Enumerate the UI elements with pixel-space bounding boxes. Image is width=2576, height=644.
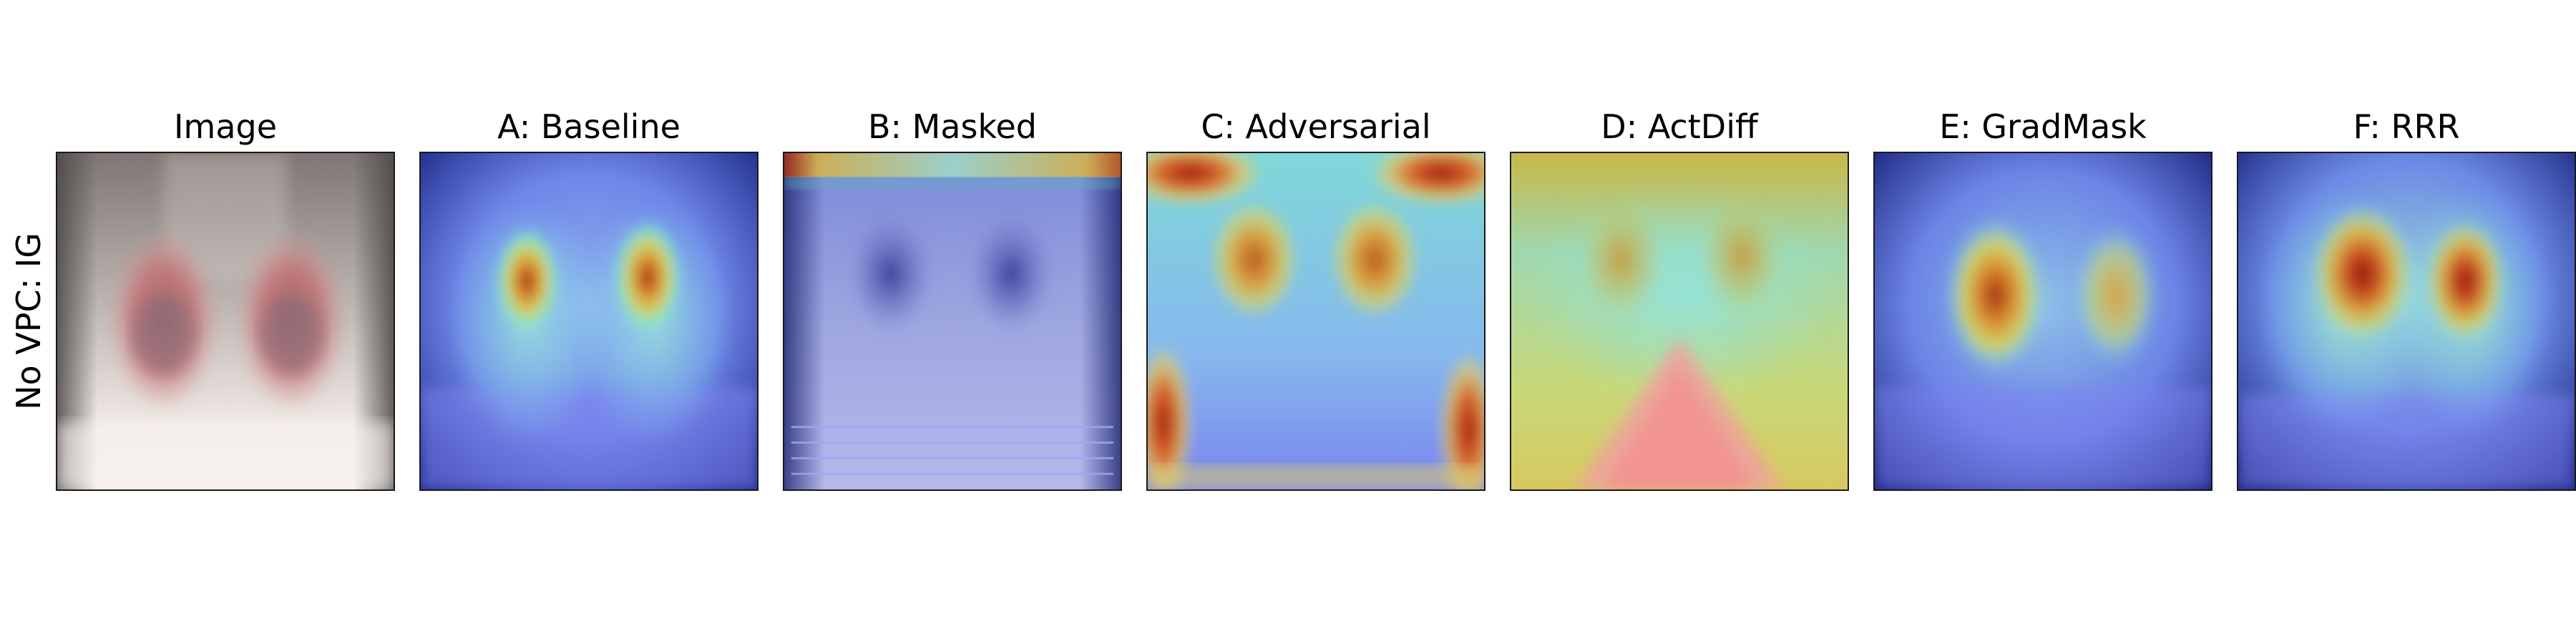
heatmap-actdiff xyxy=(1510,152,1849,491)
panel-title: Image xyxy=(173,107,278,146)
panel-title: F: RRR xyxy=(2353,107,2460,146)
panel-title: E: GradMask xyxy=(1939,107,2147,146)
panel-image: Image xyxy=(56,0,395,644)
heatmap-baseline xyxy=(419,152,758,491)
heatmap-gradmask xyxy=(1873,152,2212,491)
panel-rrr: F: RRR xyxy=(2237,0,2576,644)
panel-adversarial: C: Adversarial xyxy=(1146,0,1485,644)
row-label: No VPC: IG xyxy=(7,152,50,491)
heatmap-adversarial xyxy=(1146,152,1485,491)
panel-actdiff: D: ActDiff xyxy=(1510,0,1849,644)
panel-masked: B: Masked xyxy=(783,0,1122,644)
xray-image xyxy=(56,152,395,491)
panel-title: D: ActDiff xyxy=(1601,107,1758,146)
heatmap-rrr xyxy=(2237,152,2576,491)
panel-gradmask: E: GradMask xyxy=(1873,0,2212,644)
panel-title: B: Masked xyxy=(867,107,1038,146)
row-label-text: No VPC: IG xyxy=(9,233,48,410)
panel-baseline: A: Baseline xyxy=(419,0,758,644)
panel-title: C: Adversarial xyxy=(1201,107,1431,146)
panel-title: A: Baseline xyxy=(497,107,680,146)
heatmap-masked xyxy=(783,152,1122,491)
